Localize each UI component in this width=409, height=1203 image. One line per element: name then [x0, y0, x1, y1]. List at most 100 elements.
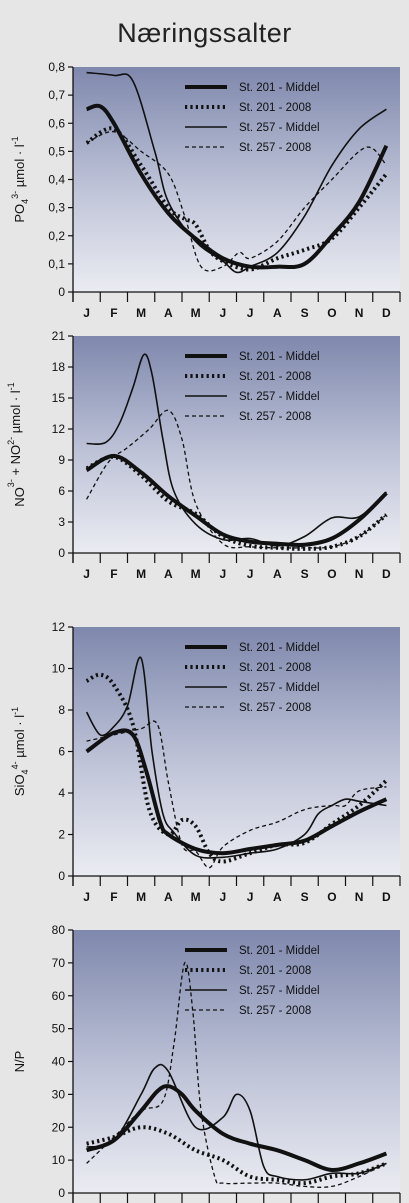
y-tick-label: 20	[52, 1120, 66, 1134]
series-line-4	[86, 720, 387, 869]
x-tick-label: J	[83, 890, 90, 904]
legend-label-2: St. 201 - 2008	[239, 371, 311, 383]
y-tick-label: 80	[52, 923, 66, 937]
x-tick-label: A	[164, 306, 173, 320]
x-tick-label: A	[164, 890, 173, 904]
x-tick-label: S	[301, 567, 309, 581]
plot-area	[73, 67, 400, 292]
y-tick-label: 0,3	[48, 201, 65, 215]
legend-label-1: St. 201 - Middel	[239, 82, 320, 94]
series-group	[85, 961, 388, 1188]
y-tick-label: 0,7	[48, 88, 65, 102]
x-tick-label: A	[273, 567, 282, 581]
chart-panel-1: 0 0,1 0,2 0,3 0,4 0,5 0,6 0,7 0,8 J F M A M J J A S O N D PO4…	[10, 60, 401, 320]
y-tick-label: 9	[58, 453, 65, 467]
series-group	[85, 656, 388, 869]
legend-label-1: St. 201 - Middel	[239, 351, 320, 363]
y-tick-label: 0	[58, 869, 65, 883]
series-group	[85, 71, 389, 274]
x-tick-label: J	[220, 306, 227, 320]
page-title: Næringssalter	[117, 18, 292, 48]
x-tick-label: D	[382, 306, 391, 320]
series-line-4	[86, 131, 387, 272]
series-line-3	[86, 353, 387, 547]
x-tick-label: O	[327, 306, 336, 320]
y-tick-label: 15	[52, 391, 66, 405]
x-tick-label: J	[83, 567, 90, 581]
y-axis-label: N/P	[12, 1051, 27, 1073]
legend-label-2: St. 201 - 2008	[239, 965, 311, 977]
x-tick-label: N	[355, 567, 364, 581]
x-tick-label: M	[191, 890, 201, 904]
x-tick-label: S	[301, 890, 309, 904]
y-axis-label: NO3- + NO2- µmol · l-1	[6, 382, 27, 506]
legend-label-4: St. 257 - 2008	[239, 411, 311, 423]
legend-label-3: St. 257 - Middel	[239, 122, 320, 134]
y-axis-label: PO43- µmol · l-1	[10, 136, 30, 222]
y-tick-label: 0	[58, 1186, 65, 1200]
series-line-3	[86, 71, 387, 274]
series-line-2	[85, 672, 388, 864]
y-tick-label: 30	[52, 1087, 66, 1101]
legend-label-4: St. 257 - 2008	[239, 1005, 311, 1017]
y-tick-label: 3	[58, 515, 65, 529]
y-tick-label: 4	[58, 786, 65, 800]
x-tick-label: A	[273, 890, 282, 904]
y-tick-label: 0,5	[48, 144, 65, 158]
y-tick-label: 0,2	[48, 229, 65, 243]
y-tick-label: 0	[58, 546, 65, 560]
series-line-3	[86, 1063, 387, 1181]
chart-panel-3: 0 2 4 6 8 10 12 J F M A M J J A S O N D SiO44- µmol · l-1 St…	[10, 620, 401, 904]
y-tick-label: 10	[52, 662, 66, 676]
y-tick-label: 0,1	[48, 257, 65, 271]
y-tick-label: 6	[58, 484, 65, 498]
series-line-1	[85, 728, 388, 856]
chart-panel-2: 0 3 6 9 12 15 18 21 J F M A M J J A S O N D NO3- + NO2- µmol…	[6, 329, 401, 581]
x-tick-label: F	[110, 890, 117, 904]
plot-area	[73, 930, 400, 1193]
x-tick-label: A	[273, 306, 282, 320]
series-line-1	[85, 1084, 388, 1173]
y-tick-label: 10	[52, 1153, 66, 1167]
x-tick-label: D	[382, 567, 391, 581]
legend-label-4: St. 257 - 2008	[239, 702, 311, 714]
x-tick-label: F	[110, 567, 117, 581]
y-tick-label: 12	[52, 620, 66, 634]
y-tick-label: 21	[52, 329, 66, 343]
y-tick-label: 0	[58, 285, 65, 299]
series-line-4	[86, 409, 387, 549]
y-tick-label: 40	[52, 1055, 66, 1069]
y-tick-label: 0,6	[48, 116, 65, 130]
x-tick-label: J	[220, 890, 227, 904]
x-tick-label: M	[191, 306, 201, 320]
series-line-4	[86, 961, 387, 1188]
legend-label-4: St. 257 - 2008	[239, 142, 311, 154]
series-line-2	[86, 1125, 388, 1186]
legend-label-3: St. 257 - Middel	[239, 682, 320, 694]
x-tick-label: N	[355, 890, 364, 904]
y-tick-label: 0,8	[48, 60, 65, 74]
chart-panel-4: 01020304050607080JFMAMJJASONDN/PSt. 201 …	[12, 923, 401, 1203]
y-tick-label: 70	[52, 956, 66, 970]
series-line-2	[85, 126, 388, 272]
legend-label-3: St. 257 - Middel	[239, 391, 320, 403]
y-tick-label: 0,4	[48, 173, 65, 187]
x-tick-label: J	[247, 890, 254, 904]
y-tick-label: 2	[58, 828, 65, 842]
legend-label-1: St. 201 - Middel	[239, 945, 320, 957]
x-tick-label: O	[327, 567, 336, 581]
x-tick-label: N	[355, 306, 364, 320]
y-tick-label: 6	[58, 745, 65, 759]
x-tick-label: M	[136, 306, 146, 320]
y-axis-label: SiO44- µmol · l-1	[10, 707, 30, 796]
x-tick-label: O	[327, 890, 336, 904]
x-tick-label: S	[301, 306, 309, 320]
legend-label-3: St. 257 - Middel	[239, 985, 320, 997]
series-line-1	[85, 103, 389, 270]
plot-area	[73, 336, 400, 553]
y-tick-label: 60	[52, 989, 66, 1003]
legend-label-2: St. 201 - 2008	[239, 662, 311, 674]
x-tick-label: M	[136, 890, 146, 904]
